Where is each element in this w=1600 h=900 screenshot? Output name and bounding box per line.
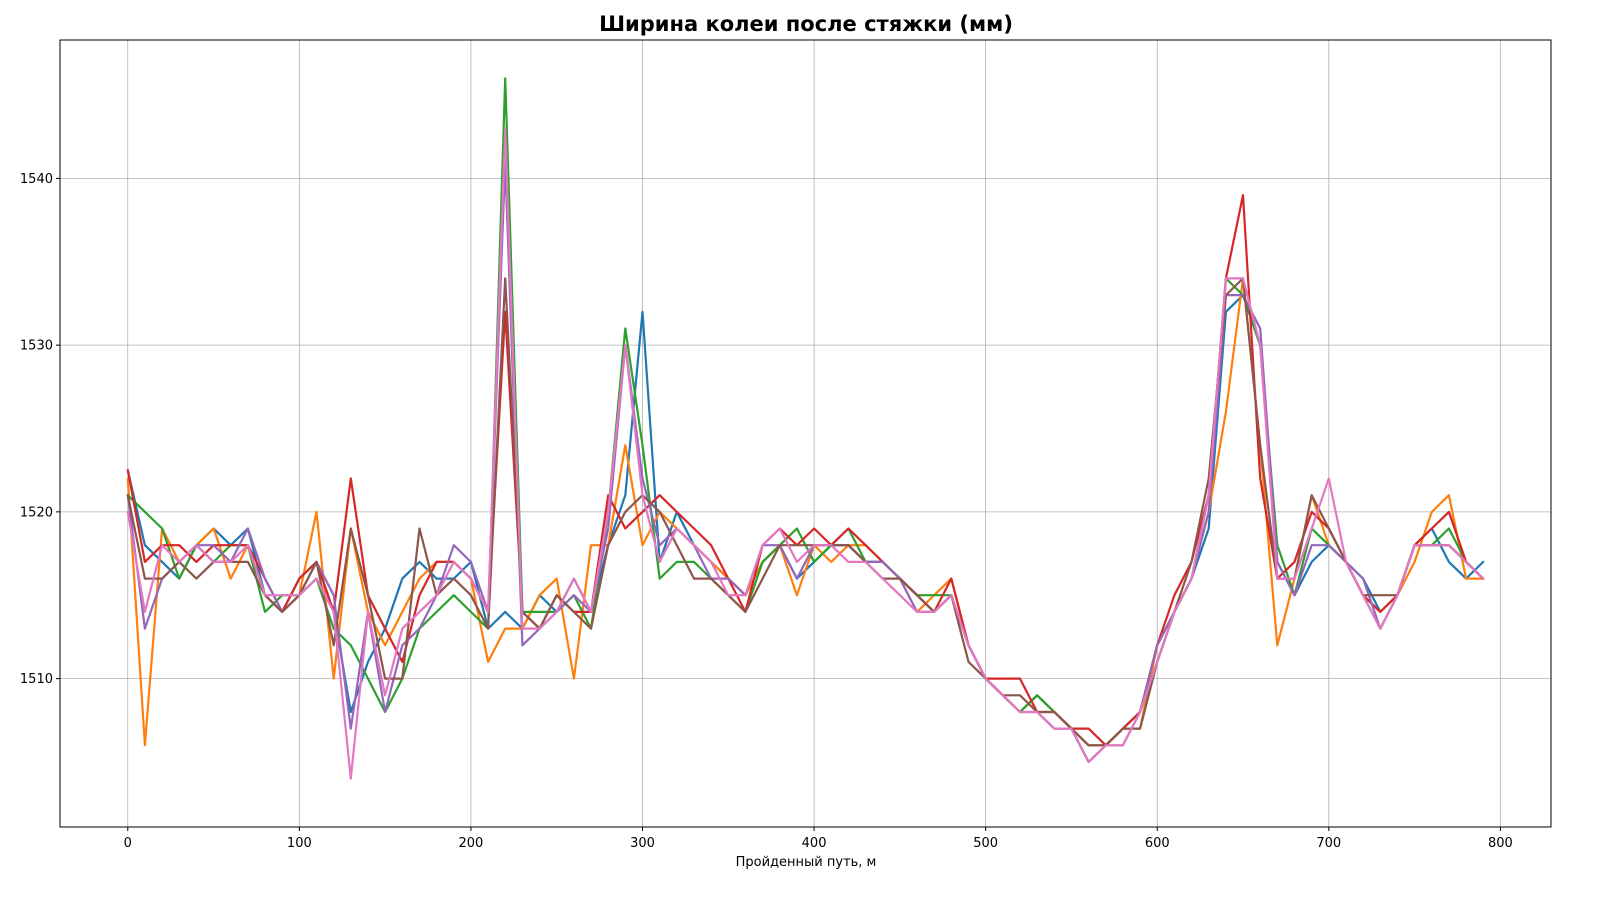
- x-tick-label: 0: [124, 836, 132, 851]
- series-line-5: [126, 160, 1485, 764]
- x-tick-label: 400: [802, 836, 827, 851]
- x-tick-label: 300: [630, 836, 655, 851]
- chart-title: Ширина колеи после стяжки (мм): [599, 12, 1013, 36]
- x-tick-label: 500: [973, 836, 998, 851]
- x-tick-label: 800: [1488, 836, 1513, 851]
- x-axis-label: Пройденный путь, м: [736, 855, 877, 870]
- y-tick-label: 1510: [20, 672, 53, 687]
- series-line-7: [126, 127, 1485, 780]
- plot-frame: [59, 39, 1552, 828]
- axis-ticks: 0 100 200 300 400 500 600 700 800 1510 1520 1530 154…: [20, 172, 1513, 851]
- series-lines: [126, 77, 1485, 780]
- y-tick-label: 1540: [20, 172, 53, 187]
- series-line-6: [126, 277, 1485, 747]
- y-tick-label: 1530: [20, 339, 53, 354]
- grid-lines: [60, 40, 1551, 827]
- x-tick-label: 100: [287, 836, 312, 851]
- series-line-4: [126, 194, 1485, 747]
- x-tick-label: 600: [1145, 836, 1170, 851]
- y-tick-label: 1520: [20, 505, 53, 520]
- x-tick-label: 200: [459, 836, 484, 851]
- x-tick-label: 700: [1316, 836, 1341, 851]
